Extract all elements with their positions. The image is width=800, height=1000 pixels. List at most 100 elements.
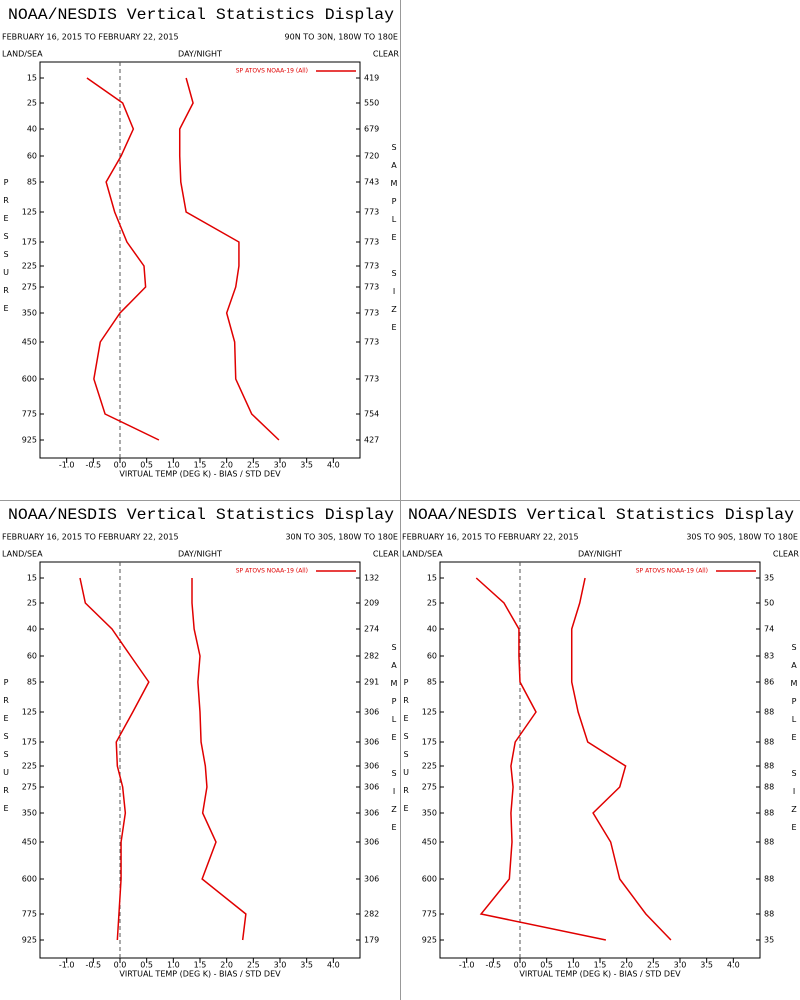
pressure-label: 350 xyxy=(422,809,437,818)
pressure-label: 85 xyxy=(27,178,37,187)
x-axis-label: VIRTUAL TEMP (DEG K) - BIAS / STD DEV xyxy=(119,970,281,979)
pressure-label: 225 xyxy=(422,762,437,771)
x-tick-label: 4.0 xyxy=(327,461,340,470)
pressure-label: 175 xyxy=(22,738,37,747)
sample-size-label: 306 xyxy=(364,762,379,771)
date-range: FEBRUARY 16, 2015 TO FEBRUARY 22, 2015 xyxy=(2,33,179,42)
sample-size-label: 88 xyxy=(764,783,774,792)
x-tick-label: 3.0 xyxy=(274,461,287,470)
chart-title: NOAA/NESDIS Vertical Statistics Display xyxy=(8,6,394,24)
x-tick-label: 1.0 xyxy=(167,461,180,470)
sample-size-label: 754 xyxy=(364,410,379,419)
sample-size-label: 743 xyxy=(364,178,379,187)
pressure-label: 275 xyxy=(22,783,37,792)
pressure-label: 60 xyxy=(427,652,437,661)
pressure-label: 925 xyxy=(22,436,37,445)
pressure-label: 275 xyxy=(22,283,37,292)
chart-panel: NOAA/NESDIS Vertical Statistics Display F… xyxy=(402,506,800,978)
pressure-label: 40 xyxy=(27,625,37,634)
pressure-label: 350 xyxy=(22,309,37,318)
x-tick-label: -0.5 xyxy=(486,961,502,970)
chart-title: NOAA/NESDIS Vertical Statistics Display xyxy=(408,506,794,524)
sample-size-label: 773 xyxy=(364,338,379,347)
pressure-label: 275 xyxy=(422,783,437,792)
day-night-label: DAY/NIGHT xyxy=(578,550,622,559)
x-tick-label: 2.0 xyxy=(620,961,633,970)
sample-size-label: 282 xyxy=(364,652,379,661)
x-tick-label: 0.0 xyxy=(114,961,127,970)
x-tick-label: 2.0 xyxy=(220,461,233,470)
sample-size-label: 773 xyxy=(364,375,379,384)
profile-line xyxy=(79,577,150,941)
region: 90N TO 30N, 180W TO 180E xyxy=(285,33,398,42)
x-tick-label: 2.5 xyxy=(247,461,260,470)
pressure-label: 775 xyxy=(22,910,37,919)
pressure-label: 175 xyxy=(22,238,37,247)
pressure-label: 25 xyxy=(27,99,37,108)
pressure-label: 40 xyxy=(27,125,37,134)
x-tick-label: -1.0 xyxy=(59,461,75,470)
region: 30S TO 90S, 180W TO 180E xyxy=(686,533,798,542)
profile-line xyxy=(178,77,280,441)
clear-label: CLEAR xyxy=(373,50,400,59)
y-axis-label: PRESSURE xyxy=(2,678,11,822)
y2-axis-label: SAMPLE SIZE xyxy=(390,643,399,841)
pressure-label: 925 xyxy=(422,936,437,945)
profile-line xyxy=(86,77,160,441)
x-tick-label: 2.5 xyxy=(247,961,260,970)
profile-line xyxy=(570,577,672,941)
chart-panel: NOAA/NESDIS Vertical Statistics Display F… xyxy=(2,6,400,479)
y-axis-label: PRESSURE xyxy=(402,678,411,822)
plot-frame xyxy=(39,561,361,959)
x-axis-label: VIRTUAL TEMP (DEG K) - BIAS / STD DEV xyxy=(119,470,281,479)
sample-size-label: 35 xyxy=(764,574,774,583)
legend-label: SP ATOVS NOAA-19 (All) xyxy=(636,568,708,575)
sample-size-label: 35 xyxy=(764,936,774,945)
pressure-label: 15 xyxy=(427,574,437,583)
y-axis-label: PRESSURE xyxy=(2,178,11,322)
profile-line xyxy=(475,577,607,941)
x-tick-label: 0.5 xyxy=(140,461,153,470)
land-sea-label: LAND/SEA xyxy=(402,550,443,559)
pressure-label: 15 xyxy=(27,74,37,83)
day-night-label: DAY/NIGHT xyxy=(178,550,222,559)
sample-size-label: 88 xyxy=(764,838,774,847)
x-tick-label: 0.5 xyxy=(540,961,553,970)
sample-size-label: 88 xyxy=(764,762,774,771)
sample-size-label: 306 xyxy=(364,783,379,792)
x-tick-label: 2.0 xyxy=(220,961,233,970)
x-tick-label: 3.5 xyxy=(700,961,713,970)
x-tick-label: 1.0 xyxy=(167,961,180,970)
sample-size-label: 74 xyxy=(764,625,774,634)
x-tick-label: -0.5 xyxy=(86,961,102,970)
sample-size-label: 773 xyxy=(364,208,379,217)
sample-size-label: 274 xyxy=(364,625,379,634)
x-tick-label: 0.0 xyxy=(114,461,127,470)
x-tick-label: 1.5 xyxy=(194,961,207,970)
sample-size-label: 306 xyxy=(364,875,379,884)
sample-size-label: 88 xyxy=(764,875,774,884)
separator xyxy=(0,500,800,501)
x-tick-label: -0.5 xyxy=(86,461,102,470)
x-tick-label: -1.0 xyxy=(59,961,75,970)
pressure-label: 450 xyxy=(422,838,437,847)
pressure-label: 60 xyxy=(27,152,37,161)
x-tick-label: 3.0 xyxy=(674,961,687,970)
pressure-label: 350 xyxy=(22,809,37,818)
chart-title: NOAA/NESDIS Vertical Statistics Display xyxy=(8,506,394,524)
pressure-label: 40 xyxy=(427,625,437,634)
sample-size-label: 209 xyxy=(364,599,379,608)
x-tick-label: 4.0 xyxy=(327,961,340,970)
pressure-label: 775 xyxy=(422,910,437,919)
pressure-label: 225 xyxy=(22,762,37,771)
sample-size-label: 306 xyxy=(364,838,379,847)
x-tick-label: 3.5 xyxy=(300,461,313,470)
pressure-label: 125 xyxy=(22,708,37,717)
sample-size-label: 132 xyxy=(364,574,379,583)
sample-size-label: 306 xyxy=(364,738,379,747)
sample-size-label: 773 xyxy=(364,262,379,271)
plot-frame xyxy=(39,61,361,459)
x-tick-label: -1.0 xyxy=(459,961,475,970)
